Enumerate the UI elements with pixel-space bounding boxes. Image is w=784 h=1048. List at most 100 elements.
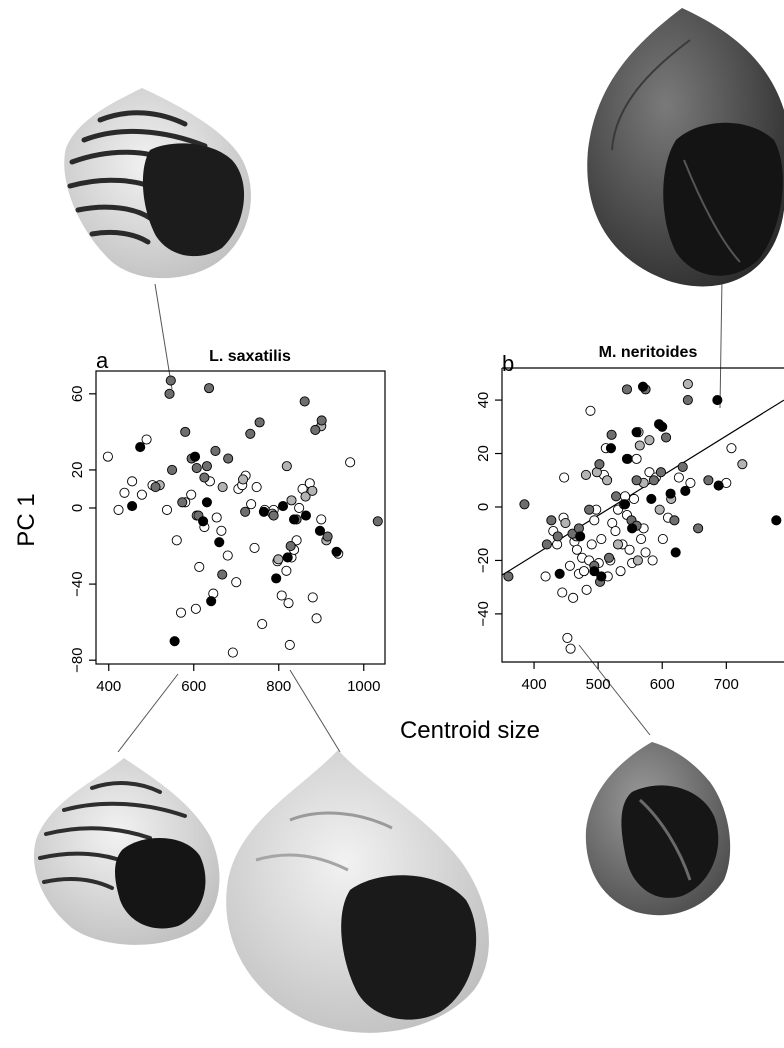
panel-a-x-tick-label: 1000 xyxy=(347,678,380,695)
panel-a-point-white xyxy=(307,592,318,603)
shell-image-a-bottom-left xyxy=(33,758,220,945)
panel-b-point-black xyxy=(589,566,600,577)
connector-line-b-bottom xyxy=(578,644,651,736)
panel-b-y-tick-label: 20 xyxy=(475,445,492,462)
panel-b-point-dark-grey xyxy=(655,467,666,478)
panel-b-letter: b xyxy=(502,351,514,376)
panel-b-point-white xyxy=(615,566,626,577)
shell-image-a-top xyxy=(64,88,251,279)
panel-a-point-dark-grey xyxy=(285,540,296,552)
panel-a-point-white xyxy=(161,504,173,515)
panel-a-point-dark-grey xyxy=(299,396,310,407)
panel-a-point-white xyxy=(175,607,187,618)
panel-b-point-white xyxy=(562,632,573,643)
shell-image-a-bottom-right xyxy=(226,750,489,1033)
panel-b-y-tick-label: −40 xyxy=(475,601,492,626)
panel-b-point-black xyxy=(621,453,633,464)
panel-b-point-dark-grey xyxy=(661,432,672,443)
panel-b-point-white xyxy=(586,539,597,550)
panel-b-point-white xyxy=(589,515,600,526)
panel-b-title: M. neritoides xyxy=(599,344,698,361)
panel-a-point-black xyxy=(201,497,212,508)
panel-a-point-black xyxy=(288,514,300,525)
panel-a-point-white xyxy=(231,577,242,588)
panel-b-point-black xyxy=(712,395,723,406)
panel-a-point-white xyxy=(194,561,205,573)
panel-a-point-black xyxy=(169,636,180,647)
panel-b-point-white xyxy=(568,592,579,603)
panel-a-point-white xyxy=(276,590,287,601)
panel-b-point-dark-grey xyxy=(611,491,622,502)
panel-b-x-tick-label: 600 xyxy=(650,676,675,693)
panel-a-point-black xyxy=(314,525,326,536)
panel-b-point-white xyxy=(557,587,568,598)
panel-b-frame xyxy=(501,367,784,663)
panel-b-point-black xyxy=(670,547,681,558)
panel-b-point-black xyxy=(680,485,691,496)
panel-b-point-dark-grey xyxy=(552,531,563,542)
panel-a-frame xyxy=(95,370,386,665)
panel-a-point-white xyxy=(283,598,294,609)
panel-b-point-white xyxy=(578,566,590,577)
panel-a-point-white xyxy=(211,512,222,523)
panel-a-point-dark-grey xyxy=(217,569,228,580)
panel-b-point-light-grey xyxy=(682,378,693,390)
shell-image-b-bottom xyxy=(585,742,731,916)
panel-b-point-white xyxy=(565,643,576,654)
connector-line-a-right xyxy=(289,669,341,753)
panel-a-point-light-grey xyxy=(237,474,249,485)
panel-a-point-white xyxy=(281,565,292,576)
panel-b-point-light-grey xyxy=(644,435,655,446)
panel-a-point-white xyxy=(316,514,327,525)
panel-a-point-light-grey xyxy=(273,554,284,565)
panel-a-point-white xyxy=(251,482,262,493)
panel-a-point-black xyxy=(206,596,217,607)
panel-a-point-white xyxy=(284,639,295,651)
panel-b-point-light-grey xyxy=(632,555,643,566)
panel-a-y-tick-label: −40 xyxy=(69,571,86,596)
panel-b-point-black xyxy=(631,427,642,438)
panel-b-point-dark-grey xyxy=(703,475,714,486)
panel-a-point-dark-grey xyxy=(191,462,202,474)
panel-a-x-tick-label: 800 xyxy=(266,678,291,695)
panel-b-point-dark-grey xyxy=(648,475,659,486)
panel-a-point-dark-grey xyxy=(180,426,191,437)
panel-a-y-axis: −80 −40 0 20 60 xyxy=(69,385,96,673)
panel-a-point-black xyxy=(198,516,209,527)
panel-a-point-light-grey xyxy=(281,461,292,472)
panel-a-point-black xyxy=(271,573,282,584)
panel-a-y-tick-label: 20 xyxy=(69,462,86,479)
panel-a-point-dark-grey xyxy=(223,453,234,464)
panel-a-point-light-grey xyxy=(300,491,311,502)
panel-a-point-white xyxy=(257,618,268,630)
panel-a-point-white xyxy=(227,647,238,658)
panel-b-y-tick-label: 0 xyxy=(475,503,492,511)
panel-b-point-light-grey xyxy=(634,440,645,451)
panel-a-point-dark-grey xyxy=(199,472,210,483)
panel-b-point-dark-grey xyxy=(584,504,595,515)
panel-a-point-dark-grey xyxy=(165,375,176,386)
panel-a-letter: a xyxy=(96,348,109,373)
panel-b-point-white xyxy=(726,443,737,454)
panel-b-point-white xyxy=(685,477,696,488)
panel-b-point-black xyxy=(596,571,607,582)
panel-a-point-dark-grey xyxy=(372,516,383,527)
panel-b-point-white xyxy=(624,544,635,555)
panel-b-point-light-grey xyxy=(654,504,665,515)
panel-b-point-white xyxy=(564,560,575,571)
panel-b-point-black xyxy=(605,443,617,454)
panel-b-point-light-grey xyxy=(602,475,613,486)
panel-a-point-black xyxy=(214,537,225,548)
panel-a-y-tick-label: 60 xyxy=(69,385,86,402)
panel-a-point-white xyxy=(102,451,113,462)
panel-b-point-dark-grey xyxy=(541,539,552,550)
panel-b-y-tick-label: 40 xyxy=(475,392,492,409)
panel-a-point-white xyxy=(186,489,197,500)
panel-b-point-dark-grey xyxy=(503,571,514,582)
panel-a-point-dark-grey xyxy=(164,388,175,399)
panel-b-point-light-grey xyxy=(560,517,571,529)
panel-b-point-dark-grey xyxy=(546,515,557,526)
panel-b-point-dark-grey xyxy=(594,459,605,470)
connector-line-a-left xyxy=(117,673,179,753)
